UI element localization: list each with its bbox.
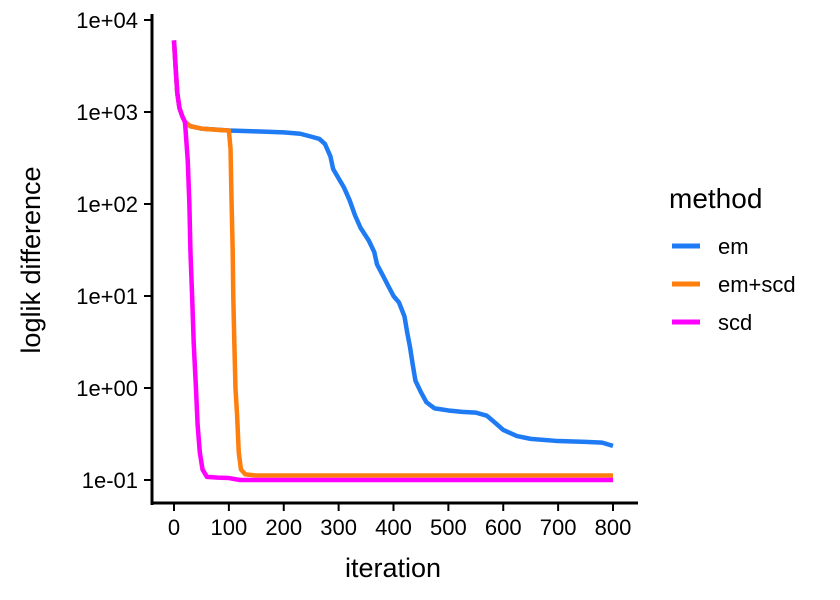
y-tick-label: 1e+02 (76, 192, 138, 217)
y-tick-label: 1e+01 (76, 284, 138, 309)
x-tick-label: 0 (168, 515, 180, 540)
y-axis-title: loglik difference (16, 166, 46, 353)
legend-label: em (718, 234, 749, 259)
legend-title: method (669, 183, 762, 214)
x-tick-label: 600 (485, 515, 522, 540)
x-tick-label: 200 (265, 515, 302, 540)
y-tick-label: 1e+04 (76, 8, 138, 33)
series-line-scd (171, 40, 613, 483)
x-tick-label: 500 (430, 515, 467, 540)
legend-label: scd (718, 310, 752, 335)
series-line-em-scd (171, 40, 613, 478)
plot-lines (171, 40, 614, 483)
x-tick-label: 100 (211, 515, 248, 540)
y-tick-label: 1e+03 (76, 100, 138, 125)
y-ticks: 1e-01 1e+00 1e+01 1e+02 1e+03 1e+04 (76, 8, 152, 493)
x-tick-label: 700 (540, 515, 577, 540)
legend-label: em+scd (718, 272, 796, 297)
legend: method em em+scd scd (669, 183, 796, 335)
series-line-em (171, 40, 614, 449)
y-tick-label: 1e-01 (82, 468, 138, 493)
x-tick-label: 400 (375, 515, 412, 540)
y-tick-label: 1e+00 (76, 376, 138, 401)
x-tick-label: 800 (595, 515, 632, 540)
x-axis-title: iteration (345, 553, 441, 583)
x-tick-label: 300 (320, 515, 357, 540)
x-ticks: 0 100 200 300 400 500 600 700 800 (168, 503, 631, 540)
